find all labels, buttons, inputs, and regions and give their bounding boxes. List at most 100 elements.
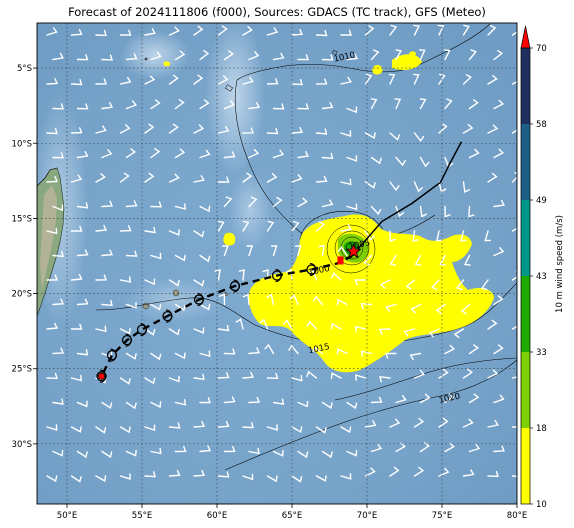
wind-barb — [291, 29, 304, 36]
wind-barb — [150, 148, 161, 159]
isobar-label-text: 1020 — [438, 392, 461, 406]
wind-barb — [101, 299, 113, 307]
wind-barb — [413, 466, 425, 477]
colorbar-segment — [521, 48, 530, 124]
wind-barb — [321, 450, 333, 459]
track-marker[interactable] — [193, 293, 205, 307]
wind-barb — [346, 401, 358, 410]
wind-barb — [487, 420, 499, 428]
wind-barb — [223, 348, 236, 355]
wind-barb — [388, 73, 396, 85]
cyclone-center-star[interactable] — [345, 242, 362, 259]
wind-barb — [144, 471, 156, 478]
wind-barb — [330, 272, 342, 281]
wind-barb — [217, 324, 230, 332]
wind-barb — [95, 78, 107, 85]
wind-barb — [370, 205, 382, 216]
wind-barb — [389, 254, 397, 266]
wind-barb — [395, 49, 403, 61]
wind-barb — [438, 181, 447, 193]
chagos-island — [224, 84, 234, 92]
track-marker[interactable] — [229, 279, 241, 293]
wind-barb — [346, 155, 358, 162]
lon-tick-label: 80°E — [507, 511, 527, 521]
wind-barb — [336, 298, 348, 306]
wind-barb — [222, 245, 229, 257]
wind-barb — [52, 103, 64, 110]
wind-barb — [119, 225, 132, 232]
wind-area-10-18 — [372, 64, 383, 75]
wind-barb — [413, 417, 425, 428]
wind-barb — [291, 475, 303, 483]
mauritius-island — [172, 289, 180, 297]
track-marker[interactable] — [136, 323, 148, 337]
wind-barb — [193, 373, 205, 381]
wind-barb — [436, 230, 443, 242]
wind-barb — [46, 274, 58, 281]
wind-barb — [242, 26, 253, 36]
wind-barb — [291, 220, 300, 232]
isobar-label-text: 1010 — [333, 50, 356, 64]
wind-area-10-18 — [392, 54, 422, 70]
wind-barb — [76, 450, 88, 459]
lon-tick-label: 65°E — [282, 511, 302, 521]
wind-barb — [70, 29, 83, 36]
track-marker[interactable] — [106, 348, 118, 362]
wind-barb — [364, 73, 373, 85]
wind-barb — [340, 178, 352, 186]
wind-barb — [125, 148, 136, 159]
wind-barb — [95, 173, 106, 183]
colorbar-segment — [521, 276, 530, 352]
wind-barb — [444, 49, 451, 61]
track-marker[interactable] — [306, 262, 317, 277]
wind-barb — [438, 467, 450, 477]
colorbar-tick-label: 70 — [536, 44, 547, 54]
wind-barb — [266, 78, 279, 85]
wind-barb — [468, 148, 480, 159]
wind-barb — [119, 29, 132, 36]
wind-barb — [217, 176, 230, 183]
wind-barb — [321, 102, 334, 110]
wind-barb — [468, 49, 477, 61]
wind-barb — [199, 205, 211, 213]
wind-barb — [511, 81, 517, 85]
wind-barb — [101, 249, 114, 257]
wind-barb — [248, 51, 260, 61]
wind-barb — [266, 220, 275, 232]
wind-barb — [52, 250, 64, 258]
wind-barb — [52, 398, 64, 405]
lon-tick-label: 60°E — [207, 511, 227, 521]
wind-barb — [70, 127, 83, 134]
wind-barb — [238, 269, 245, 281]
track-marker[interactable] — [121, 333, 133, 347]
track-marker[interactable] — [162, 309, 173, 323]
wind-barb — [248, 196, 258, 208]
wind-barb — [272, 149, 285, 159]
wind-barb — [385, 352, 397, 359]
wind-barb — [493, 49, 504, 61]
track-marker[interactable] — [96, 369, 107, 383]
wind-barb — [511, 123, 517, 134]
wind-barb — [315, 221, 326, 232]
wind-barb — [346, 449, 358, 457]
gridlines — [37, 23, 517, 504]
wind-barb — [444, 344, 456, 355]
cyclone-center[interactable] — [337, 242, 362, 265]
wind-barb — [297, 197, 308, 208]
lat-tick-label: 30°S — [12, 440, 32, 450]
wind-barb — [217, 420, 230, 428]
wind-barb — [337, 246, 348, 257]
track-marker[interactable] — [271, 268, 283, 283]
wind-barb — [437, 24, 445, 36]
wind-barb — [150, 51, 162, 61]
wind-barb — [150, 99, 161, 110]
wind-barb — [144, 278, 156, 286]
wind-barb — [511, 222, 517, 232]
wind-barb — [297, 103, 309, 110]
wind-barb — [444, 393, 455, 404]
wind-barb — [144, 172, 155, 183]
wind-barb — [379, 375, 391, 383]
wind-barb — [413, 181, 423, 193]
wind-barb — [315, 426, 327, 434]
